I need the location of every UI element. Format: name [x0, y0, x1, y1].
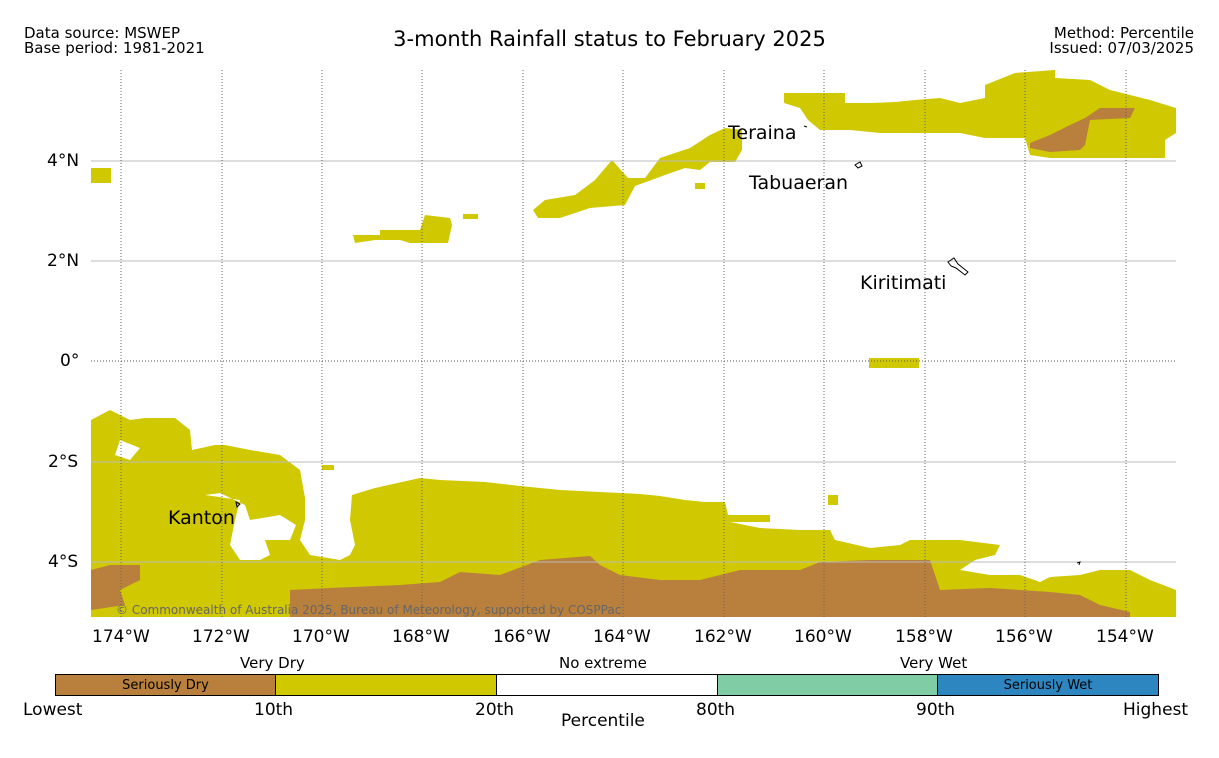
- lon-label: 166°W: [493, 627, 551, 647]
- lon-label: 162°W: [694, 627, 752, 647]
- data-source-label: Data source: MSWEP: [24, 24, 181, 42]
- lat-label: 4°N: [47, 151, 80, 171]
- legend-box-very-wet: [717, 674, 938, 696]
- island-outlines: [235, 125, 1081, 566]
- lon-label: 156°W: [995, 627, 1053, 647]
- page-title: 3-month Rainfall status to February 2025: [393, 27, 826, 51]
- lon-label: 170°W: [292, 627, 350, 647]
- lat-label: 2°S: [48, 452, 79, 472]
- lon-label: 172°W: [192, 627, 250, 647]
- base-period-label: Base period: 1981-2021: [24, 39, 205, 57]
- method-label: Method: Percentile: [1053, 24, 1194, 42]
- legend-group-no-extreme: No extreme: [559, 654, 647, 672]
- lon-label: 164°W: [593, 627, 651, 647]
- lat-label: 0°: [60, 351, 80, 371]
- legend-tick-80th: 80th: [696, 700, 736, 720]
- lat-label: 4°S: [48, 552, 79, 572]
- legend-box-no-extreme: [496, 674, 718, 696]
- legend-box-seriously-dry: Seriously Dry: [55, 674, 276, 696]
- copyright-note: © Commonwealth of Australia 2025, Bureau…: [116, 603, 622, 617]
- latitude-gridlines: [91, 160, 1176, 563]
- legend-box-very-dry: [275, 674, 497, 696]
- legend-group-very-wet: Very Wet: [900, 654, 968, 672]
- seriously-dry-regions: [91, 108, 1135, 617]
- legend-tick-10th: 10th: [254, 700, 294, 720]
- legend-tick-lowest: Lowest: [23, 700, 83, 720]
- lon-label: 154°W: [1096, 627, 1154, 647]
- legend-tick-20th: 20th: [475, 700, 515, 720]
- lat-label: 2°N: [47, 251, 80, 271]
- legend-tick-highest: Highest: [1123, 700, 1189, 720]
- legend-group-very-dry: Very Dry: [240, 654, 305, 672]
- place-label-tabuaeran: Tabuaeran: [749, 172, 849, 194]
- legend-axis-label: Percentile: [561, 711, 645, 731]
- place-label-teraina: Teraina: [728, 122, 797, 144]
- longitude-gridlines: [120, 70, 1127, 617]
- place-label-kanton: Kanton: [168, 507, 235, 529]
- legend-box-seriously-wet: Seriously Wet: [937, 674, 1159, 696]
- lon-label: 168°W: [392, 627, 450, 647]
- lon-label: 158°W: [895, 627, 953, 647]
- lon-label: 174°W: [92, 627, 150, 647]
- place-label-kiritimati: Kiritimati: [860, 272, 947, 294]
- lon-label: 160°W: [794, 627, 852, 647]
- map-data-layer: [91, 70, 1176, 617]
- issued-label: Issued: 07/03/2025: [1049, 39, 1194, 57]
- legend-tick-90th: 90th: [916, 700, 956, 720]
- rainfall-map: [91, 70, 1176, 617]
